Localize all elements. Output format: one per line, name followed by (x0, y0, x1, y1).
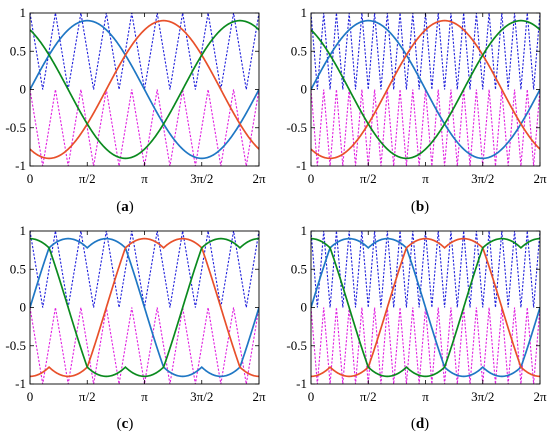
modulating-signal-phase-b (311, 19, 540, 160)
x-tick-label: π/2 (79, 389, 96, 404)
modulating-signal-phase-b (30, 19, 259, 160)
y-tick-label: -1 (296, 376, 307, 391)
panel-caption: (d) (411, 416, 429, 432)
modulating-signal-phase-b (30, 237, 259, 378)
x-tick-label: 0 (308, 389, 315, 404)
y-tick-label: 0.5 (10, 261, 26, 276)
y-tick-label: 1 (301, 5, 308, 20)
panel-caption: (a) (116, 199, 134, 215)
modulating-signal-phase-a (30, 237, 259, 378)
x-tick-label: π (141, 171, 148, 186)
x-tick-label: π/2 (360, 389, 377, 404)
y-tick-label: -1 (296, 158, 307, 173)
x-tick-label: 2π (533, 389, 547, 404)
y-tick-label: -0.5 (286, 120, 307, 135)
x-tick-label: 0 (27, 171, 34, 186)
modulating-signal-phase-c (30, 19, 259, 160)
panel-caption: (c) (117, 416, 134, 432)
modulating-signal-phase-a (311, 19, 540, 160)
x-tick-label: π/2 (360, 171, 377, 186)
y-tick-label: 0.5 (10, 43, 26, 58)
x-tick-label: 2π (252, 389, 266, 404)
plot-panel: 10.50-0.5-10 π/2 π 3π/2 2π(d) (286, 223, 547, 432)
y-tick-label: 0 (301, 300, 308, 315)
x-tick-label: π (422, 389, 429, 404)
x-tick-label: π/2 (79, 171, 96, 186)
modulating-signal-phase-a (311, 237, 540, 378)
y-tick-label: -0.5 (5, 338, 26, 353)
y-tick-label: 0 (20, 82, 27, 97)
x-tick-label: 0 (27, 389, 34, 404)
y-tick-label: 1 (301, 223, 308, 238)
modulating-signal-phase-b (311, 237, 540, 378)
x-tick-label: 2π (252, 171, 266, 186)
y-tick-label: -0.5 (286, 338, 307, 353)
y-tick-label: 0 (301, 82, 308, 97)
x-tick-label: π (141, 389, 148, 404)
x-tick-label: 0 (308, 171, 315, 186)
y-tick-label: 1 (20, 5, 27, 20)
y-tick-label: -1 (15, 158, 26, 173)
plot-panel: 10.50-0.5-10 π/2 π 3π/2 2π(c) (5, 223, 266, 432)
modulating-signal-phase-c (311, 19, 540, 160)
x-tick-label: 3π/2 (190, 389, 213, 404)
y-tick-label: 0.5 (291, 261, 307, 276)
modulating-signal-phase-c (311, 237, 540, 378)
x-tick-label: π (422, 171, 429, 186)
y-tick-label: 1 (20, 223, 27, 238)
y-tick-label: 0.5 (291, 43, 307, 58)
plot-panel: 10.50-0.5-10 π/2 π 3π/2 2π(a) (5, 5, 266, 215)
x-tick-label: 3π/2 (471, 171, 494, 186)
x-tick-label: 3π/2 (471, 389, 494, 404)
modulating-signal-phase-c (30, 237, 259, 378)
x-tick-label: 2π (533, 171, 547, 186)
y-tick-label: -0.5 (5, 120, 26, 135)
y-tick-label: 0 (20, 300, 27, 315)
panel-caption: (b) (411, 199, 429, 215)
y-tick-label: -1 (15, 376, 26, 391)
plot-panel: 10.50-0.5-10 π/2 π 3π/2 2π(b) (286, 5, 547, 215)
x-tick-label: 3π/2 (190, 171, 213, 186)
modulating-signal-phase-a (30, 19, 259, 160)
